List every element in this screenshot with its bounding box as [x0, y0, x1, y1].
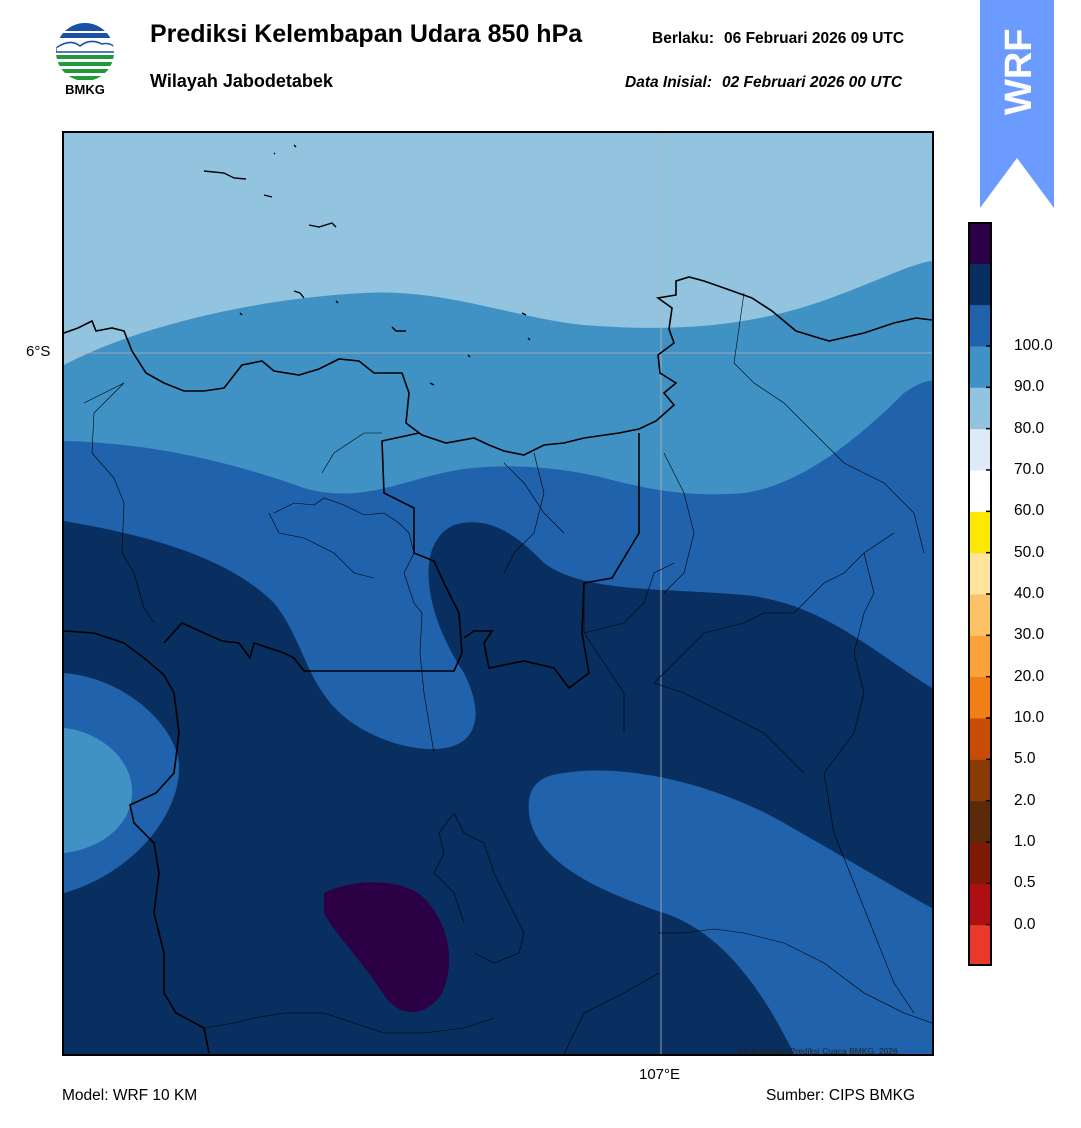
colorbar-swatch	[968, 552, 992, 595]
colorbar-swatch	[968, 759, 992, 802]
colorbar-swatch	[968, 635, 992, 678]
longitude-label: 107°E	[639, 1066, 681, 1083]
colorbar-swatch	[968, 346, 992, 388]
logo-text: BMKG	[65, 82, 105, 97]
page-subtitle: Wilayah Jabodetabek	[150, 71, 333, 91]
colorbar-label: 0.0	[1014, 915, 1036, 933]
district-boundaries	[83, 292, 932, 1054]
map-canvas	[64, 133, 932, 1054]
colorbar-label: 80.0	[1014, 419, 1045, 437]
colorbar-swatch	[968, 718, 992, 760]
colorbar-swatch	[968, 428, 992, 471]
bmkg-logo: BMKG	[50, 20, 120, 102]
copyright-text: ©Sub Bidang Prediksi Cuaca BMKG, 2026	[737, 1046, 898, 1056]
colorbar-label: 30.0	[1014, 626, 1045, 644]
colorbar-label: 10.0	[1014, 709, 1045, 726]
colorbar-swatch	[968, 924, 992, 967]
wrf-badge: WRF	[980, 0, 1054, 208]
colorbar-swatch	[968, 304, 992, 347]
valid-label: Berlaku:	[652, 30, 715, 47]
colorbar-label: 0.5	[1014, 874, 1036, 892]
colorbar-swatch	[968, 511, 992, 554]
colorbar-swatch	[968, 470, 992, 512]
province-boundary-banten	[64, 630, 210, 1054]
init-time: Data Inisial: 02 Februari 2026 00 UTC	[625, 74, 902, 92]
colorbar	[968, 222, 992, 967]
wrf-badge-text: WRF	[998, 28, 1040, 115]
latitude-label: 6°S	[26, 343, 51, 360]
colorbar-label: 20.0	[1014, 667, 1045, 685]
valid-value: 06 Februari 2026 09 UTC	[724, 30, 905, 47]
colorbar-label: 5.0	[1014, 750, 1036, 768]
colorbar-swatch	[968, 263, 992, 306]
source-info: Sumber: CIPS BMKG	[766, 1087, 916, 1104]
valid-time: Berlaku: 06 Februari 2026 09 UTC	[652, 30, 904, 48]
colorbar-swatch	[968, 222, 992, 264]
colorbar-swatch	[968, 594, 992, 636]
colorbar-swatch	[968, 800, 992, 843]
colorbar-label: 90.0	[1014, 378, 1045, 396]
colorbar-label: 40.0	[1014, 585, 1045, 602]
colorbar-label: 100.0	[1014, 337, 1053, 354]
colorbar-swatch	[968, 676, 992, 719]
band-70-80-west	[64, 728, 133, 853]
colorbar-swatch	[968, 842, 992, 884]
colorbar-swatch	[968, 883, 992, 926]
humidity-map[interactable]: ©Sub Bidang Prediksi Cuaca BMKG, 2026	[62, 131, 934, 1056]
colorbar-label: 70.0	[1014, 461, 1045, 478]
model-info: Model: WRF 10 KM	[62, 1087, 198, 1104]
page-title: Prediksi Kelembapan Udara 850 hPa	[150, 20, 583, 48]
init-value: 02 Februari 2026 00 UTC	[722, 74, 903, 91]
islands	[203, 144, 531, 386]
init-label: Data Inisial:	[625, 74, 712, 91]
coastline	[64, 276, 932, 456]
bmkg-logo-icon	[56, 23, 114, 81]
band-100-plus	[324, 882, 450, 1013]
colorbar-label: 1.0	[1014, 833, 1036, 850]
province-boundary-east	[463, 433, 640, 690]
colorbar-swatches	[968, 222, 992, 967]
band-80-90-southeast	[528, 770, 932, 1054]
colorbar-swatch	[968, 387, 992, 430]
colorbar-label: 2.0	[1014, 791, 1036, 809]
province-boundary-dki-jabar	[163, 432, 463, 672]
colorbar-label: 50.0	[1014, 543, 1045, 561]
colorbar-label: 60.0	[1014, 502, 1045, 520]
